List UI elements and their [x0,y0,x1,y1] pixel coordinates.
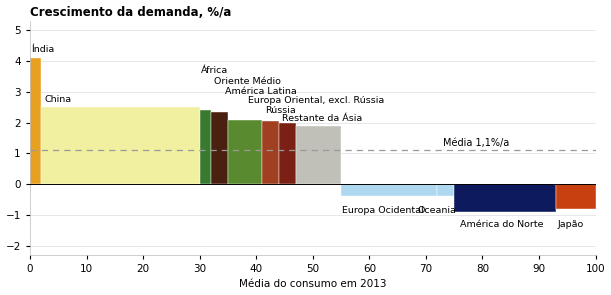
Bar [556,184,596,209]
Bar [341,184,437,196]
Bar [228,119,262,184]
Bar [437,184,454,196]
Text: Europa Ocidental: Europa Ocidental [342,206,424,215]
Text: América do Norte: América do Norte [460,220,543,230]
X-axis label: Média do consumo em 2013: Média do consumo em 2013 [239,279,387,289]
Text: Japão: Japão [558,220,584,230]
Bar [454,184,556,212]
Text: África: África [201,66,228,75]
Bar [279,123,296,184]
Text: Restante da Ásia: Restante da Ásia [282,114,362,123]
Text: Crescimento da demanda, %/a: Crescimento da demanda, %/a [30,6,232,19]
Bar [296,126,341,184]
Text: China: China [44,94,71,104]
Text: Oceania: Oceania [417,206,456,215]
Text: Índia: Índia [32,45,55,54]
Bar [42,107,200,184]
Text: Média 1,1%/a: Média 1,1%/a [443,138,509,148]
Bar [200,110,211,184]
Text: Rússia: Rússia [265,106,296,115]
Bar [211,112,228,184]
Text: Europa Oriental, excl. Rússia: Europa Oriental, excl. Rússia [247,96,384,105]
Text: América Latina: América Latina [225,86,297,96]
Text: Oriente Médio: Oriente Médio [214,77,280,86]
Bar [262,121,279,184]
Bar [30,58,42,184]
